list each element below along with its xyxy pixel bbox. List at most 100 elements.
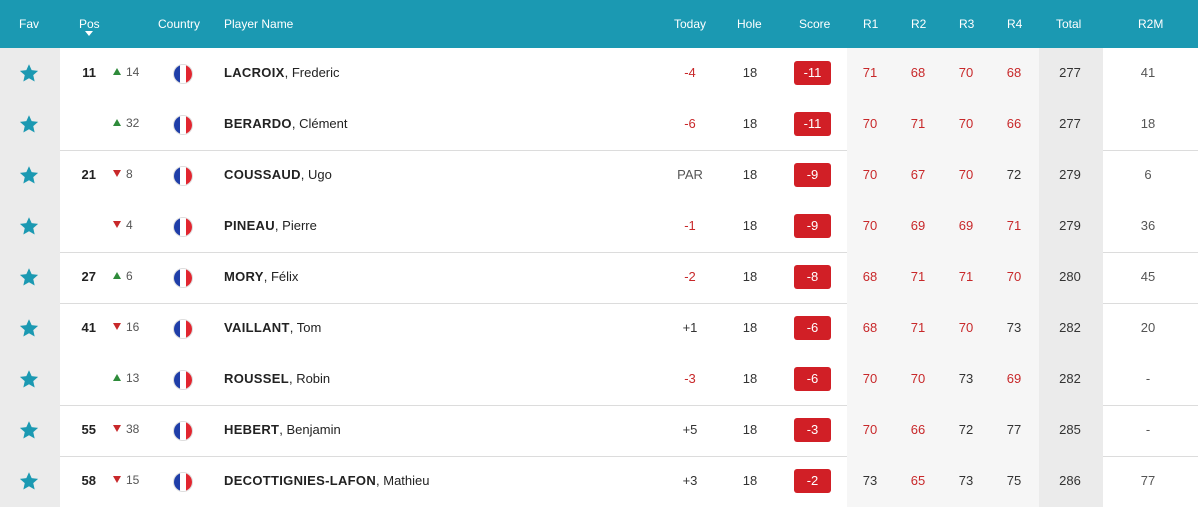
r2m-value: 77 [1140, 473, 1156, 488]
table-row[interactable]: 41 16 VAILLANT, Tom +1 18 -6 68 71 70 73… [0, 303, 1198, 354]
move-value: 16 [126, 320, 140, 334]
total-score: 285 [1059, 422, 1081, 437]
table-row[interactable]: 58 15 DECOTTIGNIES-LAFON, Mathieu +3 18 … [0, 456, 1198, 507]
round-2: 65 [910, 473, 926, 488]
score-badge: -3 [794, 418, 831, 442]
today-score: +3 [682, 473, 698, 488]
round-4: 72 [1006, 167, 1022, 182]
total-bg [1039, 48, 1103, 99]
name-separator: , [274, 218, 283, 233]
round-1: 68 [862, 269, 878, 284]
position: 11 [82, 65, 96, 80]
total-bg [1039, 201, 1103, 252]
player-name-header: Player Name [224, 17, 294, 31]
fav-cell [0, 252, 60, 303]
rounds-bg [847, 48, 1039, 99]
star-icon[interactable] [19, 369, 39, 389]
position: 21 [81, 167, 96, 182]
round-1: 70 [862, 422, 878, 437]
r3-header: R3 [959, 17, 975, 31]
round-2: 71 [910, 320, 926, 335]
round-1: 73 [862, 473, 878, 488]
score-badge: -8 [794, 265, 831, 289]
star-icon[interactable] [19, 114, 39, 134]
fav-cell [0, 150, 60, 201]
total-score: 282 [1059, 320, 1081, 335]
fav-header: Fav [19, 17, 40, 31]
round-1: 70 [862, 218, 878, 233]
player-name[interactable]: COUSSAUD, Ugo [224, 167, 332, 182]
arrow-down-icon [113, 425, 121, 432]
today-score: -1 [684, 218, 696, 233]
arrow-down-icon [113, 221, 121, 228]
player-name[interactable]: MORY, Félix [224, 269, 298, 284]
star-icon[interactable] [19, 420, 39, 440]
table-row[interactable]: 4 PINEAU, Pierre -1 18 -9 70 69 69 71 27… [0, 201, 1198, 252]
table-row[interactable]: 11 14 LACROIX, Frederic -4 18 -11 71 68 … [0, 48, 1198, 99]
player-name[interactable]: VAILLANT, Tom [224, 320, 321, 335]
france-flag-icon [173, 64, 193, 84]
player-name[interactable]: ROUSSEL, Robin [224, 371, 330, 386]
r2m-value: 45 [1140, 269, 1156, 284]
round-1: 70 [862, 371, 878, 386]
player-name[interactable]: DECOTTIGNIES-LAFON, Mathieu [224, 473, 430, 488]
round-4: 73 [1006, 320, 1022, 335]
france-flag-icon [173, 268, 193, 288]
table-row[interactable]: 13 ROUSSEL, Robin -3 18 -6 70 70 73 69 2… [0, 354, 1198, 405]
round-4: 68 [1006, 65, 1022, 80]
pos-header[interactable]: Pos [79, 17, 100, 31]
move-value: 15 [126, 473, 140, 487]
arrow-down-icon [113, 170, 121, 177]
table-row[interactable]: 27 6 MORY, Félix -2 18 -8 68 71 71 70 28… [0, 252, 1198, 303]
round-2: 71 [910, 269, 926, 284]
player-name[interactable]: LACROIX, Frederic [224, 65, 340, 80]
position: 41 [81, 320, 96, 335]
france-flag-icon [173, 472, 193, 492]
player-first-name: Félix [270, 269, 299, 284]
fav-cell [0, 405, 60, 456]
total-bg [1039, 150, 1103, 201]
star-icon[interactable] [19, 216, 39, 236]
round-2: 71 [910, 116, 926, 131]
table-row[interactable]: 32 BERARDO, Clément -6 18 -11 70 71 70 6… [0, 99, 1198, 150]
score-badge: -11 [794, 61, 831, 85]
player-name[interactable]: PINEAU, Pierre [224, 218, 317, 233]
arrow-down-icon [113, 323, 121, 330]
total-bg [1039, 354, 1103, 405]
arrow-up-icon [113, 119, 121, 126]
star-icon[interactable] [19, 63, 39, 83]
leaderboard-rows: 11 14 LACROIX, Frederic -4 18 -11 71 68 … [0, 48, 1198, 507]
caret-down-icon[interactable] [85, 31, 93, 36]
player-name[interactable]: HEBERT, Benjamin [224, 422, 341, 437]
position-move: 8 [113, 167, 133, 181]
star-icon[interactable] [19, 267, 39, 287]
round-2: 66 [910, 422, 926, 437]
star-icon[interactable] [19, 318, 39, 338]
hole: 18 [742, 116, 758, 131]
rounds-bg [847, 405, 1039, 456]
total-score: 280 [1059, 269, 1081, 284]
table-row[interactable]: 21 8 COUSSAUD, Ugo PAR 18 -9 70 67 70 72… [0, 150, 1198, 201]
player-first-name: Ugo [308, 167, 332, 182]
star-icon[interactable] [19, 471, 39, 491]
player-name[interactable]: BERARDO, Clément [224, 116, 347, 131]
total-score: 277 [1059, 116, 1081, 131]
france-flag-icon [173, 319, 193, 339]
r4-header: R4 [1007, 17, 1023, 31]
player-last-name: VAILLANT [224, 320, 290, 335]
move-value: 4 [126, 218, 133, 232]
round-4: 71 [1006, 218, 1022, 233]
name-separator: , [289, 320, 297, 335]
round-2: 70 [910, 371, 926, 386]
total-bg [1039, 456, 1103, 507]
round-4: 75 [1006, 473, 1022, 488]
player-first-name: Mathieu [383, 473, 430, 488]
round-3: 69 [958, 218, 974, 233]
round-3: 73 [958, 473, 974, 488]
table-row[interactable]: 55 38 HEBERT, Benjamin +5 18 -3 70 66 72… [0, 405, 1198, 456]
round-4: 70 [1006, 269, 1022, 284]
fav-cell [0, 303, 60, 354]
score-badge: -9 [794, 214, 831, 238]
star-icon[interactable] [19, 165, 39, 185]
fav-cell [0, 456, 60, 507]
